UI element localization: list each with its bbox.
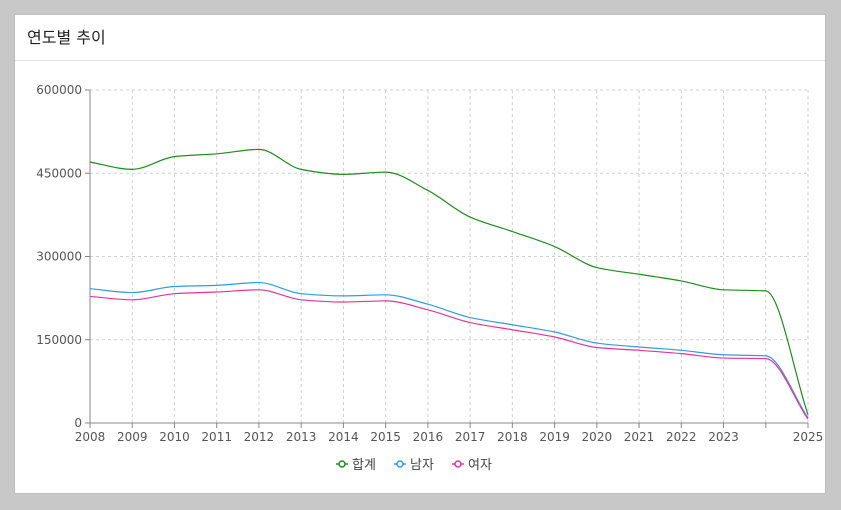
x-tick-label: 2015 <box>370 430 401 444</box>
panel-header: 연도별 추이 <box>15 15 825 61</box>
panel-title: 연도별 추이 <box>27 28 106 47</box>
x-tick-label: 2012 <box>244 430 275 444</box>
chart-panel: 연도별 추이 <box>14 14 826 494</box>
legend-marker <box>338 460 346 468</box>
series-line-2 <box>89 289 809 420</box>
x-tick-label: 2021 <box>624 430 655 444</box>
legend[interactable]: 합계 남자 여자 <box>336 458 492 473</box>
x-tick-label: 2016 <box>413 430 444 444</box>
x-tick-label: 2014 <box>328 430 359 444</box>
legend-item-2[interactable]: 여자 <box>452 458 492 473</box>
legend-label: 여자 <box>468 458 492 473</box>
legend-item-1[interactable]: 남자 <box>394 458 434 473</box>
x-tick-label: 2011 <box>201 430 232 444</box>
y-tick-label: 300000 <box>36 250 82 264</box>
x-tick-label: 2009 <box>117 430 148 444</box>
series-lines <box>89 148 809 420</box>
x-tick-label: 2019 <box>539 430 570 444</box>
x-tick-label: 2025 <box>793 430 824 444</box>
x-tick-label: 2022 <box>666 430 697 444</box>
axes <box>85 89 809 428</box>
grid <box>90 89 809 423</box>
series-line-1 <box>89 281 809 419</box>
legend-item-0[interactable]: 합계 <box>336 458 376 473</box>
legend-label: 합계 <box>352 458 376 473</box>
legend-marker <box>396 460 404 468</box>
x-tick-label: 2010 <box>159 430 190 444</box>
x-tick-label: 2023 <box>708 430 739 444</box>
x-tick-label: 2013 <box>286 430 317 444</box>
x-tick-label: 2008 <box>75 430 106 444</box>
series-line-0 <box>89 148 809 415</box>
y-tick-label: 0 <box>74 416 82 430</box>
legend-label: 남자 <box>410 458 434 473</box>
x-tick-label: 2017 <box>455 430 486 444</box>
x-axis-tick-labels: 2008 2009 2010 2011 2012 2013 2014 2015 2016 2017… <box>75 430 824 444</box>
x-tick-label: 2018 <box>497 430 528 444</box>
y-tick-label: 450000 <box>36 166 82 180</box>
y-tick-label: 150000 <box>36 333 82 347</box>
y-tick-label: 600000 <box>36 83 82 97</box>
legend-marker <box>454 460 462 468</box>
x-tick-label: 2020 <box>582 430 613 444</box>
y-axis-tick-labels: 0 150000 300000 450000 600000 <box>36 83 82 430</box>
